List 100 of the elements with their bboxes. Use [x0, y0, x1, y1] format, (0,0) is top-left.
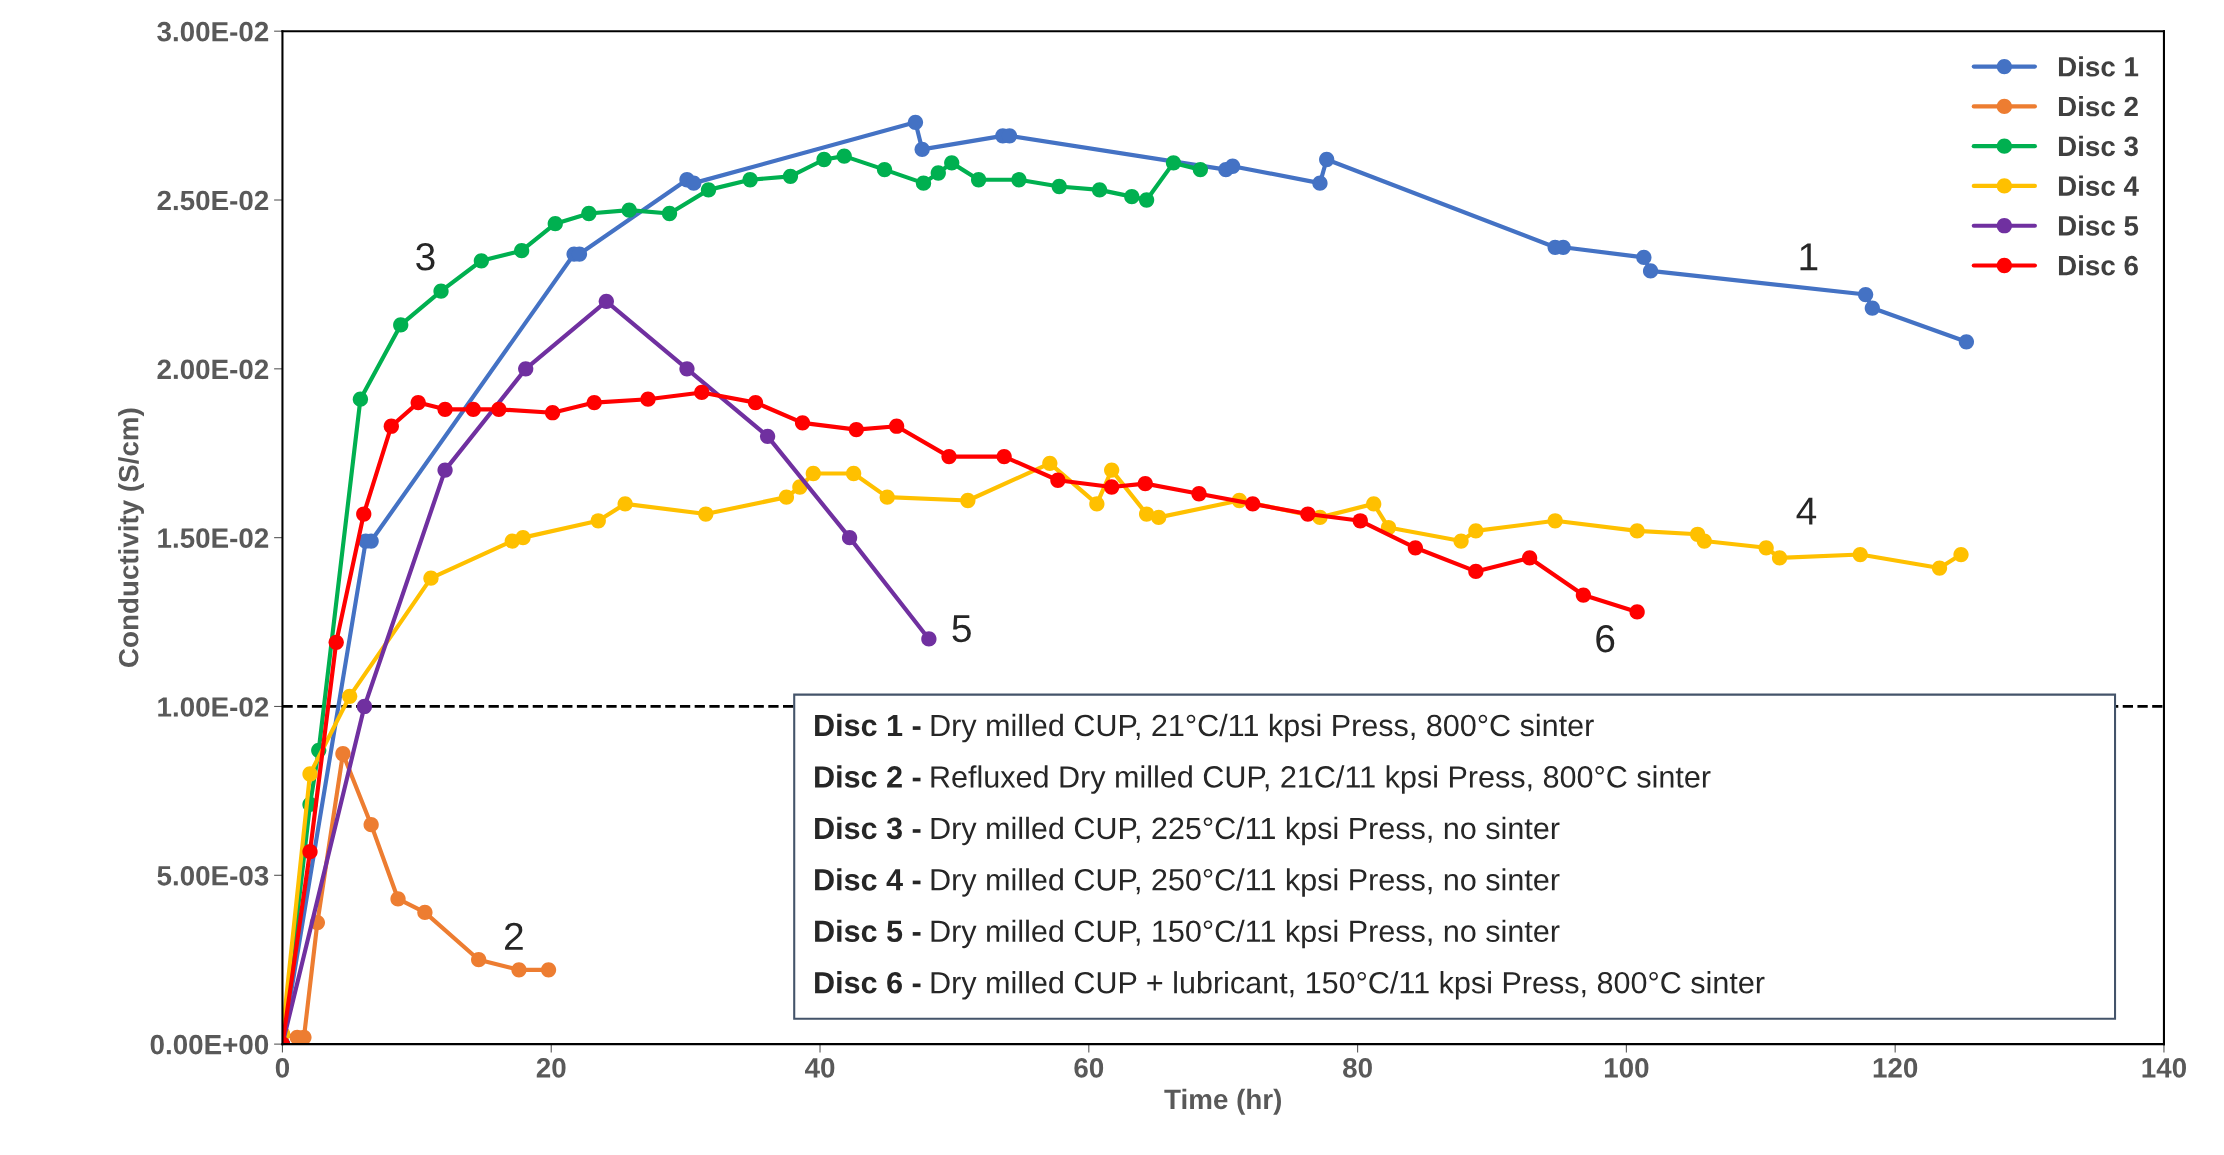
point [816, 151, 832, 168]
point [1453, 533, 1469, 549]
point [1312, 175, 1328, 191]
point [514, 243, 530, 259]
point [1104, 462, 1120, 478]
x-tick-label: 80 [1343, 1058, 1372, 1078]
point [640, 391, 656, 407]
point [544, 405, 561, 421]
point [1629, 523, 1645, 539]
point [356, 506, 372, 522]
point [1958, 334, 1975, 350]
point [907, 114, 924, 130]
point [437, 401, 453, 417]
point [356, 698, 373, 715]
x-tick-label: 60 [1074, 1058, 1104, 1078]
point [930, 165, 946, 181]
point [586, 394, 602, 411]
point [1852, 546, 1868, 563]
point [1224, 158, 1241, 174]
x-tick-label: 140 [2142, 1058, 2186, 1078]
point [363, 817, 379, 833]
point [1089, 496, 1105, 512]
annotation: Disc 4 - Dry milled CUP, 250°C/11 kpsi Press, no sinter [815, 868, 1560, 897]
annotation: 6 [1596, 624, 1615, 653]
y-axis-title: Conductivity (S/cm) [118, 408, 144, 667]
x-tick-label: 20 [536, 1058, 566, 1078]
point [1124, 188, 1140, 205]
point [473, 253, 489, 269]
point [1575, 587, 1592, 603]
point [417, 904, 433, 921]
point [848, 421, 864, 438]
annotation: 2 [505, 922, 523, 950]
annotation: 5 [952, 615, 971, 643]
point [1352, 513, 1368, 529]
point [1366, 496, 1382, 512]
point [1191, 486, 1207, 502]
annotation: 1 [1800, 243, 1818, 271]
point [1051, 178, 1067, 195]
point [1629, 604, 1645, 620]
point [879, 489, 895, 505]
y-tick-label: 0.00E+00 [150, 1034, 269, 1055]
point [1407, 540, 1424, 556]
x-tick-label: 120 [1873, 1058, 1918, 1078]
point [410, 394, 426, 411]
point [437, 462, 453, 478]
point [342, 688, 358, 704]
x-tick-label: 40 [804, 1058, 835, 1078]
annotation: 3 [416, 243, 435, 271]
annotation: Disc 2 - Refluxed Dry milled CUP, 21C/11 kpsi Press, 800°C sinter [815, 765, 1711, 794]
annotation: 4 [1796, 497, 1817, 525]
point [393, 317, 409, 333]
legend-label: Disc 1 [2058, 56, 2139, 77]
point [1468, 563, 1484, 580]
point [390, 891, 406, 907]
point [915, 175, 932, 191]
point [1857, 286, 1874, 303]
annotation: Disc 1 - Dry milled CUP, 21°C/11 kpsi Press, 800°C sinter [815, 713, 1594, 743]
point [970, 172, 987, 188]
point [383, 418, 399, 434]
point [1104, 479, 1120, 495]
legend-label: Disc 5 [2058, 215, 2139, 236]
point [841, 530, 858, 546]
point [335, 746, 351, 762]
point [302, 844, 318, 860]
point [1521, 550, 1538, 566]
point [1758, 540, 1774, 556]
point [845, 465, 862, 482]
point [1300, 506, 1316, 522]
legend-label: Disc 6 [2058, 255, 2138, 276]
legend-label: Disc 4 [2058, 175, 2139, 196]
point [617, 496, 633, 512]
y-tick-label: 2.50E-02 [157, 190, 269, 211]
point [1138, 192, 1155, 208]
point [328, 634, 344, 650]
point [515, 530, 531, 546]
point [742, 172, 758, 188]
point [511, 962, 527, 978]
point [1137, 475, 1153, 492]
point [621, 202, 637, 218]
legend-label: Disc 3 [2058, 135, 2138, 157]
point [1011, 172, 1027, 188]
point [914, 141, 930, 157]
annotation: Disc 3 - Dry milled CUP, 225°C/11 kpsi Press, no sinter [815, 816, 1560, 846]
point [1931, 560, 1948, 576]
point [778, 489, 795, 505]
x-tick-label: 100 [1604, 1058, 1649, 1078]
point [1696, 533, 1712, 549]
x-tick-label: 0 [275, 1058, 290, 1078]
y-tick-label: 1.50E-02 [158, 528, 269, 548]
point [1042, 455, 1058, 472]
point [581, 205, 597, 222]
annotation: Disc 5 - Dry milled CUP, 150°C/11 kpsi Press, no sinter [815, 919, 1560, 949]
point [1151, 509, 1167, 526]
point [876, 161, 893, 178]
point [1192, 161, 1208, 178]
point [302, 766, 318, 782]
point [960, 492, 976, 509]
point [941, 448, 957, 465]
point [836, 148, 852, 164]
point [1050, 472, 1066, 488]
